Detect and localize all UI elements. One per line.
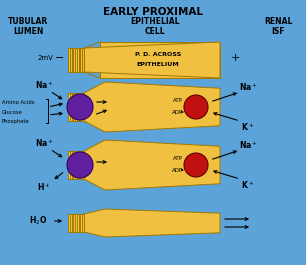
- Bar: [100, 42, 220, 78]
- Text: K$^+$: K$^+$: [241, 179, 255, 191]
- Bar: [68, 151, 84, 179]
- Bar: [68, 93, 84, 121]
- Text: ATP: ATP: [173, 157, 183, 161]
- Text: EARLY PROXIMAL: EARLY PROXIMAL: [103, 7, 203, 17]
- Text: RENAL
ISF: RENAL ISF: [264, 17, 292, 36]
- Circle shape: [184, 95, 208, 119]
- Circle shape: [184, 153, 208, 177]
- Text: K$^+$: K$^+$: [241, 121, 255, 133]
- Text: Glucose: Glucose: [2, 109, 23, 114]
- Text: ADP: ADP: [172, 109, 184, 114]
- Bar: [68, 48, 84, 72]
- Polygon shape: [84, 42, 220, 78]
- Circle shape: [67, 94, 93, 120]
- Text: Na$^+$: Na$^+$: [35, 79, 53, 91]
- Text: 2mV: 2mV: [37, 55, 53, 61]
- Bar: [68, 214, 84, 232]
- Text: H$_2$O: H$_2$O: [29, 215, 47, 227]
- Text: EPITHELIAL
CELL: EPITHELIAL CELL: [130, 17, 180, 36]
- Text: P. D. ACROSS: P. D. ACROSS: [135, 51, 181, 56]
- Text: Na$^+$: Na$^+$: [239, 81, 257, 93]
- Text: EPITHELIUM: EPITHELIUM: [136, 63, 179, 68]
- Polygon shape: [84, 82, 220, 132]
- Text: TUBULAR
LUMEN: TUBULAR LUMEN: [8, 17, 48, 36]
- Text: Na$^+$: Na$^+$: [35, 137, 53, 149]
- Text: Na$^+$: Na$^+$: [239, 139, 257, 151]
- Polygon shape: [84, 209, 220, 237]
- Text: ATP: ATP: [173, 99, 183, 104]
- Text: Amino Acids: Amino Acids: [2, 99, 35, 104]
- Text: ADP: ADP: [172, 167, 184, 173]
- Text: H$^+$: H$^+$: [37, 181, 51, 193]
- Text: −: −: [55, 53, 65, 63]
- Circle shape: [67, 152, 93, 178]
- Text: +: +: [230, 53, 240, 63]
- Text: Phosphate: Phosphate: [2, 120, 30, 125]
- Polygon shape: [84, 140, 220, 190]
